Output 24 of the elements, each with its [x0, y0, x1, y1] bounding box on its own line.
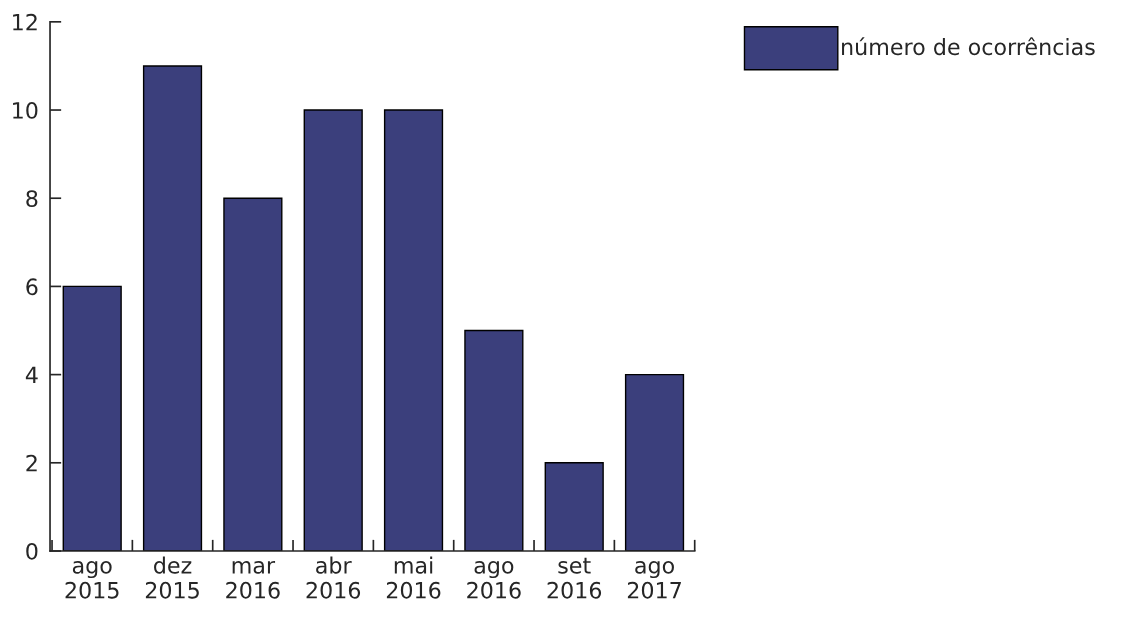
- y-tick-label: 12: [13, 13, 37, 31]
- bar: [383, 109, 444, 551]
- legend-label: número de ocorrências: [842, 37, 1095, 56]
- x-tick-label: mar 2016: [226, 560, 280, 599]
- y-tick-label: 10: [13, 101, 38, 119]
- y-tick-label: 0: [26, 542, 38, 560]
- bar: [303, 109, 363, 551]
- bar: [62, 285, 122, 551]
- x-tick-label: mai 2016: [386, 556, 441, 599]
- x-tick-label: ago 2016: [467, 560, 521, 599]
- y-tick-label: 8: [26, 190, 38, 207]
- x-tick-label: ago 2017: [627, 560, 681, 599]
- bar: [544, 462, 604, 551]
- x-tick-label: dez 2015: [145, 556, 199, 599]
- y-tick-label: 6: [26, 278, 38, 296]
- bar: [464, 329, 524, 551]
- x-tick-label: set 2016: [547, 557, 602, 599]
- bar: [624, 373, 685, 551]
- bar: [223, 197, 283, 551]
- bar: [142, 65, 203, 551]
- y-tick-label: 2: [26, 454, 37, 472]
- x-tick-label: ago 2015: [65, 560, 119, 599]
- y-tick-label: 4: [25, 366, 38, 384]
- x-tick-label: abr 2016: [306, 556, 361, 599]
